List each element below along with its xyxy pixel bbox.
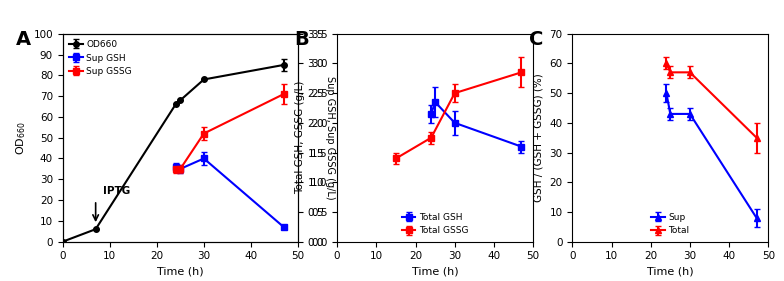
Legend: OD660, Sup GSH, Sup GSSG: OD660, Sup GSH, Sup GSSG <box>67 38 133 78</box>
Text: IPTG: IPTG <box>103 186 130 196</box>
Legend: Total GSH, Total GSSG: Total GSH, Total GSSG <box>400 211 470 237</box>
Y-axis label: Sup GSH, Sup GSSG (g/L): Sup GSH, Sup GSSG (g/L) <box>325 76 336 200</box>
Text: C: C <box>529 30 543 49</box>
X-axis label: Time (h): Time (h) <box>647 267 694 277</box>
Text: B: B <box>294 30 309 49</box>
X-axis label: Time (h): Time (h) <box>412 267 459 277</box>
Y-axis label: GSH / (GSH + GSSG) (%): GSH / (GSH + GSSG) (%) <box>534 73 544 202</box>
Legend: Sup, Total: Sup, Total <box>649 211 691 237</box>
Y-axis label: Total GSH, GSSG (g/L): Total GSH, GSSG (g/L) <box>296 81 305 194</box>
X-axis label: Time (h): Time (h) <box>157 267 204 277</box>
Y-axis label: OD$_{660}$: OD$_{660}$ <box>14 121 27 155</box>
Text: A: A <box>16 30 31 49</box>
